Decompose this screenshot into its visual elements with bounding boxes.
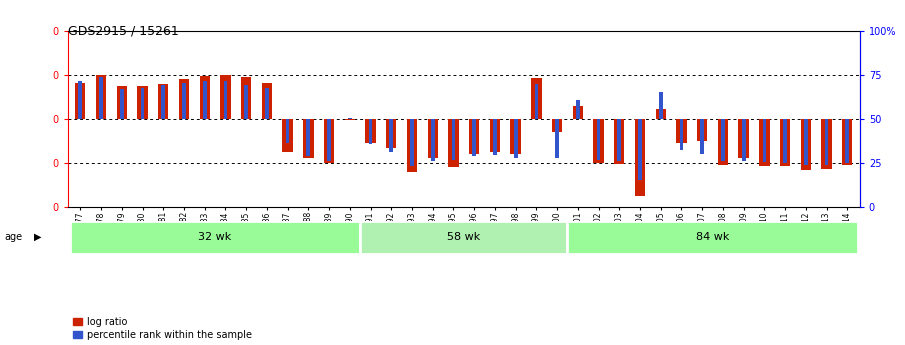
Bar — [138, 86, 148, 119]
Bar — [596, 119, 600, 160]
Bar — [759, 119, 769, 166]
Bar — [594, 119, 604, 163]
Bar — [763, 119, 767, 162]
Bar — [307, 119, 310, 156]
Bar — [179, 79, 189, 119]
Bar — [328, 119, 331, 161]
Bar — [742, 119, 746, 161]
Bar — [282, 119, 293, 152]
Bar — [348, 118, 352, 119]
Bar — [493, 119, 497, 155]
Bar — [721, 119, 725, 161]
Bar — [469, 119, 480, 154]
Bar — [410, 119, 414, 166]
Bar — [117, 86, 127, 119]
Bar — [100, 77, 103, 119]
Bar — [161, 85, 165, 119]
Bar — [70, 221, 360, 254]
Bar — [490, 119, 500, 152]
Bar — [535, 84, 538, 119]
Bar — [286, 119, 290, 143]
Text: GDS2915 / 15261: GDS2915 / 15261 — [68, 24, 178, 37]
Bar — [241, 77, 252, 119]
Bar — [389, 119, 393, 152]
Text: 32 wk: 32 wk — [198, 232, 232, 242]
Bar — [158, 84, 168, 119]
Bar — [448, 119, 459, 167]
Bar — [366, 119, 376, 143]
Bar — [843, 119, 853, 165]
Bar — [75, 83, 85, 119]
Bar — [203, 80, 206, 119]
Text: 84 wk: 84 wk — [696, 232, 729, 242]
Bar — [824, 119, 828, 165]
Bar — [655, 109, 666, 119]
Bar — [617, 119, 621, 161]
Bar — [780, 119, 790, 166]
Bar — [407, 119, 417, 172]
Bar — [845, 119, 849, 163]
Bar — [79, 80, 82, 119]
Bar — [244, 85, 248, 119]
Bar — [822, 119, 832, 168]
Bar — [182, 83, 186, 119]
Bar — [452, 119, 455, 160]
Bar — [804, 119, 808, 165]
Bar — [220, 75, 231, 119]
Bar — [718, 119, 729, 165]
Bar — [680, 119, 683, 150]
Bar — [634, 119, 645, 196]
Bar — [676, 119, 687, 143]
Bar — [801, 119, 811, 170]
Bar — [576, 100, 580, 119]
Bar — [96, 75, 106, 119]
Bar — [783, 119, 787, 163]
Bar — [119, 89, 124, 119]
Bar — [324, 119, 334, 163]
Bar — [360, 221, 567, 254]
Bar — [700, 119, 704, 154]
Bar — [368, 119, 372, 144]
Text: 58 wk: 58 wk — [447, 232, 481, 242]
Bar — [303, 119, 313, 158]
Bar — [224, 80, 227, 119]
Bar — [614, 119, 624, 164]
Bar — [567, 221, 858, 254]
Bar — [199, 76, 210, 119]
Bar — [531, 78, 541, 119]
Bar — [659, 91, 662, 119]
Bar — [738, 119, 748, 158]
Bar — [345, 119, 355, 120]
Text: ▶: ▶ — [34, 232, 42, 242]
Bar — [638, 119, 642, 179]
Bar — [552, 119, 562, 132]
Bar — [573, 106, 583, 119]
Bar — [472, 119, 476, 156]
Bar — [431, 119, 434, 161]
Bar — [514, 119, 518, 158]
Bar — [386, 119, 396, 148]
Bar — [427, 119, 438, 158]
Bar — [510, 119, 520, 154]
Bar — [140, 88, 145, 119]
Legend: log ratio, percentile rank within the sample: log ratio, percentile rank within the sa… — [72, 317, 252, 340]
Bar — [697, 119, 708, 141]
Bar — [556, 119, 559, 158]
Text: age: age — [5, 232, 23, 242]
Bar — [265, 88, 269, 119]
Bar — [262, 83, 272, 119]
